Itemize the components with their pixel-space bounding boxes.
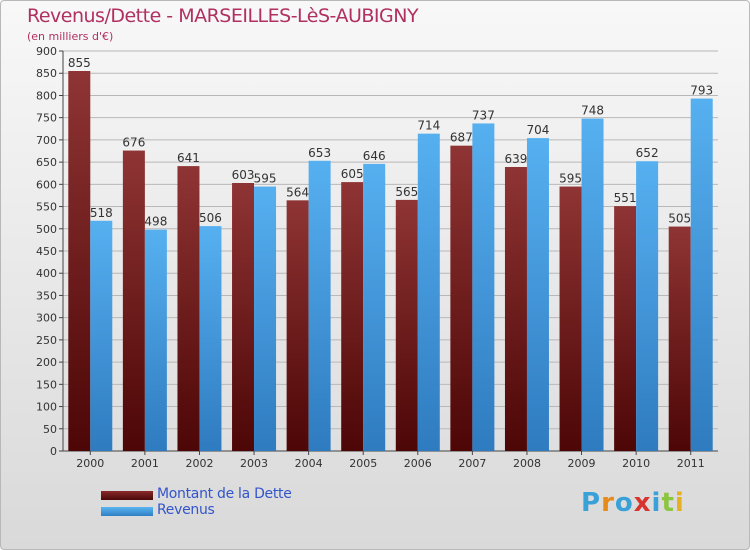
- y-tick-label: 700: [36, 134, 57, 147]
- logo-letter: o: [614, 488, 634, 518]
- x-tick-label: 2001: [131, 457, 159, 470]
- legend-swatch-revenus: [101, 507, 153, 516]
- bar-revenus: [308, 160, 331, 451]
- logo-letter: t: [661, 488, 675, 518]
- data-label-dette: 855: [68, 56, 91, 70]
- bar-revenus: [144, 229, 167, 451]
- bar-dette: [177, 166, 200, 451]
- legend-swatch-dette: [101, 491, 153, 500]
- logo-letter: r: [601, 488, 615, 518]
- y-tick-label: 200: [36, 356, 57, 369]
- bar-revenus: [690, 98, 713, 452]
- bar-revenus: [254, 186, 277, 452]
- y-tick-label: 850: [36, 67, 57, 80]
- x-tick-label: 2005: [349, 457, 377, 470]
- x-tick-label: 2009: [568, 457, 596, 470]
- data-label-revenus: 518: [90, 206, 113, 220]
- x-tick-label: 2000: [76, 457, 104, 470]
- bar-dette: [341, 182, 364, 451]
- x-tick-label: 2008: [513, 457, 541, 470]
- logo-letter: i: [674, 488, 685, 518]
- data-label-dette: 687: [450, 131, 473, 145]
- logo-letter: x: [633, 488, 652, 518]
- data-label-dette: 595: [559, 172, 582, 186]
- y-tick-label: 900: [36, 45, 57, 58]
- bar-dette: [668, 226, 691, 451]
- x-tick-label: 2003: [240, 457, 268, 470]
- y-tick-label: 750: [36, 112, 57, 125]
- data-label-revenus: 714: [417, 119, 440, 133]
- data-label-dette: 551: [614, 191, 637, 205]
- y-tick-label: 150: [36, 378, 57, 391]
- bar-dette: [614, 206, 637, 451]
- data-label-dette: 605: [341, 167, 364, 181]
- x-tick-label: 2002: [185, 457, 213, 470]
- y-tick-label: 100: [36, 401, 57, 414]
- bar-dette: [122, 150, 145, 452]
- bar-dette: [232, 183, 255, 451]
- y-tick-label: 250: [36, 334, 57, 347]
- data-label-dette: 676: [122, 136, 145, 150]
- y-tick-label: 300: [36, 312, 57, 325]
- data-label-dette: 603: [232, 168, 255, 182]
- logo-letter: P: [581, 488, 602, 518]
- y-tick-label: 400: [36, 267, 57, 280]
- data-label-revenus: 646: [363, 149, 386, 163]
- x-tick-label: 2010: [622, 457, 650, 470]
- data-label-revenus: 595: [254, 172, 277, 186]
- bar-revenus: [636, 161, 659, 451]
- bar-dette: [504, 167, 527, 451]
- y-tick-label: 550: [36, 201, 57, 214]
- bar-revenus: [581, 118, 604, 452]
- bar-dette: [395, 199, 418, 451]
- bar-revenus: [90, 220, 113, 451]
- data-label-dette: 565: [395, 185, 418, 199]
- bar-revenus: [363, 163, 386, 451]
- bar-dette: [559, 186, 582, 452]
- legend-label-revenus: Revenus: [157, 502, 215, 518]
- data-label-revenus: 652: [636, 146, 659, 160]
- y-tick-label: 450: [36, 245, 57, 258]
- x-tick-label: 2004: [295, 457, 323, 470]
- bar-dette: [450, 145, 473, 451]
- chart-subtitle: (en milliers d'€): [27, 30, 114, 43]
- logo-letter: i: [651, 488, 662, 518]
- legend-label-dette: Montant de la Dette: [157, 486, 292, 502]
- data-label-dette: 641: [177, 151, 200, 165]
- bar-revenus: [472, 123, 495, 451]
- data-label-revenus: 737: [472, 108, 495, 122]
- bar-dette: [68, 71, 91, 451]
- y-tick-label: 800: [36, 89, 57, 102]
- data-label-revenus: 748: [581, 104, 604, 118]
- bar-revenus: [199, 226, 222, 451]
- data-label-revenus: 704: [527, 123, 550, 137]
- bar-dette: [286, 200, 309, 451]
- data-label-revenus: 498: [144, 215, 167, 229]
- x-tick-label: 2006: [404, 457, 432, 470]
- bar-revenus: [526, 138, 549, 451]
- x-tick-label: 2007: [458, 457, 486, 470]
- y-tick-label: 650: [36, 156, 57, 169]
- y-tick-label: 350: [36, 289, 57, 302]
- data-label-revenus: 793: [690, 84, 713, 98]
- data-label-revenus: 506: [199, 211, 222, 225]
- data-label-dette: 639: [505, 152, 528, 166]
- y-tick-label: 600: [36, 178, 57, 191]
- data-label-dette: 505: [668, 212, 691, 226]
- chart-title: Revenus/Dette - MARSEILLES-LèS-AUBIGNY: [27, 5, 419, 27]
- y-tick-label: 50: [43, 423, 57, 436]
- data-label-dette: 564: [286, 185, 309, 199]
- x-tick-label: 2011: [677, 457, 705, 470]
- y-tick-label: 500: [36, 223, 57, 236]
- proxiti-logo: Proxiti: [581, 488, 685, 518]
- data-label-revenus: 653: [308, 146, 331, 160]
- bar-revenus: [417, 133, 440, 451]
- y-tick-label: 0: [50, 445, 57, 458]
